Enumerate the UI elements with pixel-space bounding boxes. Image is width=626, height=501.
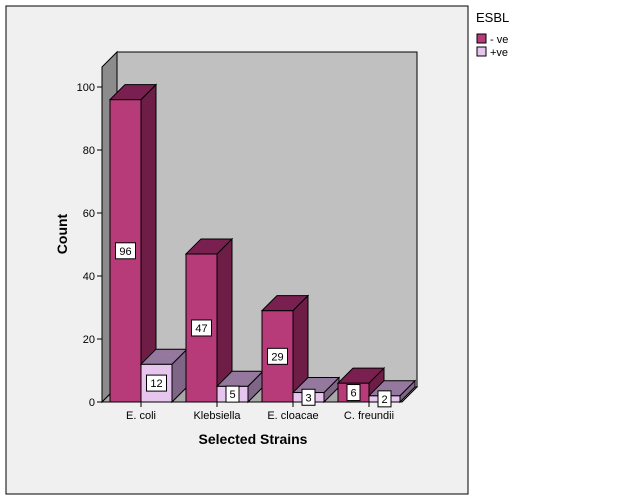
data-label: 6 bbox=[350, 388, 356, 400]
data-label: 2 bbox=[381, 394, 387, 406]
bars: 96 12 47 5 29 3 6 2 bbox=[108, 83, 417, 408]
y-axis-title: Count bbox=[54, 213, 70, 254]
y-tick-label: 0 bbox=[89, 397, 95, 409]
y-tick-label: 60 bbox=[83, 208, 95, 220]
x-ticks: E. coli Klebsiella E. cloacae C. freundii bbox=[126, 402, 394, 422]
bar: 5 bbox=[215, 370, 265, 404]
legend-title: ESBL bbox=[476, 10, 509, 25]
y-tick-label: 40 bbox=[83, 271, 95, 283]
y-tick-label: 20 bbox=[83, 334, 95, 346]
bar: 47 bbox=[184, 237, 234, 404]
y-tick-label: 100 bbox=[77, 82, 95, 94]
legend-label-neg: - ve bbox=[490, 34, 508, 46]
x-tick-label: E. cloacae bbox=[267, 410, 318, 422]
data-label: 47 bbox=[195, 323, 207, 335]
data-label-box bbox=[146, 374, 167, 392]
bar: 96 bbox=[108, 83, 158, 404]
bar-top bbox=[184, 238, 234, 255]
bar: 2 bbox=[367, 379, 417, 408]
x-axis-title: Selected Strains bbox=[199, 431, 308, 447]
legend-swatch-neg bbox=[476, 33, 487, 44]
data-label: 96 bbox=[119, 246, 131, 258]
bar: 3 bbox=[291, 376, 341, 406]
data-label: 12 bbox=[150, 378, 162, 390]
data-label-box bbox=[115, 242, 136, 260]
bar-top bbox=[108, 84, 158, 101]
legend-swatch-pos bbox=[476, 46, 487, 57]
legend-label-pos: +ve bbox=[490, 47, 508, 59]
data-label-box bbox=[225, 385, 240, 403]
data-label-box bbox=[267, 347, 288, 365]
data-label-box bbox=[346, 384, 361, 402]
x-tick-label: Klebsiella bbox=[193, 410, 241, 422]
data-label: 5 bbox=[229, 389, 235, 401]
data-label: 29 bbox=[271, 351, 283, 363]
x-tick-label: E. coli bbox=[126, 410, 156, 422]
legend: ESBL - ve +ve bbox=[476, 10, 509, 59]
x-tick-label: C. freundii bbox=[344, 410, 394, 422]
bar-top bbox=[260, 295, 310, 312]
y-ticks: 0 20 40 60 80 100 bbox=[77, 82, 102, 409]
bar: 29 bbox=[260, 294, 310, 404]
data-label: 3 bbox=[305, 392, 311, 404]
bar: 12 bbox=[139, 347, 189, 404]
y-tick-label: 80 bbox=[83, 145, 95, 157]
bar-top bbox=[336, 367, 386, 384]
data-label-box bbox=[377, 390, 392, 408]
data-label-box bbox=[191, 319, 212, 337]
data-label-box bbox=[301, 388, 316, 406]
